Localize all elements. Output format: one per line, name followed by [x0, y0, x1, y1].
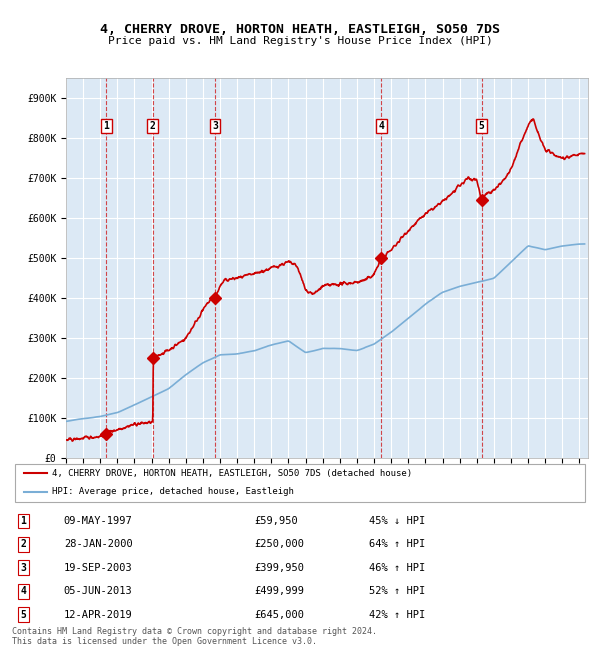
Text: 2: 2: [20, 540, 26, 549]
Text: 3: 3: [20, 563, 26, 573]
Text: 45% ↓ HPI: 45% ↓ HPI: [369, 516, 425, 526]
Text: £399,950: £399,950: [254, 563, 304, 573]
FancyBboxPatch shape: [15, 463, 585, 502]
Text: 5: 5: [20, 610, 26, 619]
Text: Contains HM Land Registry data © Crown copyright and database right 2024.: Contains HM Land Registry data © Crown c…: [12, 627, 377, 636]
Text: 4, CHERRY DROVE, HORTON HEATH, EASTLEIGH, SO50 7DS: 4, CHERRY DROVE, HORTON HEATH, EASTLEIGH…: [100, 23, 500, 36]
Text: 4: 4: [379, 121, 384, 131]
Text: Price paid vs. HM Land Registry's House Price Index (HPI): Price paid vs. HM Land Registry's House …: [107, 36, 493, 46]
Text: £499,999: £499,999: [254, 586, 304, 596]
Text: 28-JAN-2000: 28-JAN-2000: [64, 540, 133, 549]
Text: £250,000: £250,000: [254, 540, 304, 549]
Text: £645,000: £645,000: [254, 610, 304, 619]
Text: 4: 4: [20, 586, 26, 596]
Text: 12-APR-2019: 12-APR-2019: [64, 610, 133, 619]
Text: 3: 3: [212, 121, 218, 131]
Text: 4, CHERRY DROVE, HORTON HEATH, EASTLEIGH, SO50 7DS (detached house): 4, CHERRY DROVE, HORTON HEATH, EASTLEIGH…: [52, 469, 412, 478]
Text: 1: 1: [103, 121, 109, 131]
Text: This data is licensed under the Open Government Licence v3.0.: This data is licensed under the Open Gov…: [12, 636, 317, 645]
Text: 19-SEP-2003: 19-SEP-2003: [64, 563, 133, 573]
Text: 05-JUN-2013: 05-JUN-2013: [64, 586, 133, 596]
Text: HPI: Average price, detached house, Eastleigh: HPI: Average price, detached house, East…: [52, 488, 294, 497]
Text: 64% ↑ HPI: 64% ↑ HPI: [369, 540, 425, 549]
Text: 52% ↑ HPI: 52% ↑ HPI: [369, 586, 425, 596]
Text: 09-MAY-1997: 09-MAY-1997: [64, 516, 133, 526]
Text: 1: 1: [20, 516, 26, 526]
Text: £59,950: £59,950: [254, 516, 298, 526]
Text: 5: 5: [479, 121, 484, 131]
Text: 2: 2: [150, 121, 156, 131]
Text: 42% ↑ HPI: 42% ↑ HPI: [369, 610, 425, 619]
Text: 46% ↑ HPI: 46% ↑ HPI: [369, 563, 425, 573]
